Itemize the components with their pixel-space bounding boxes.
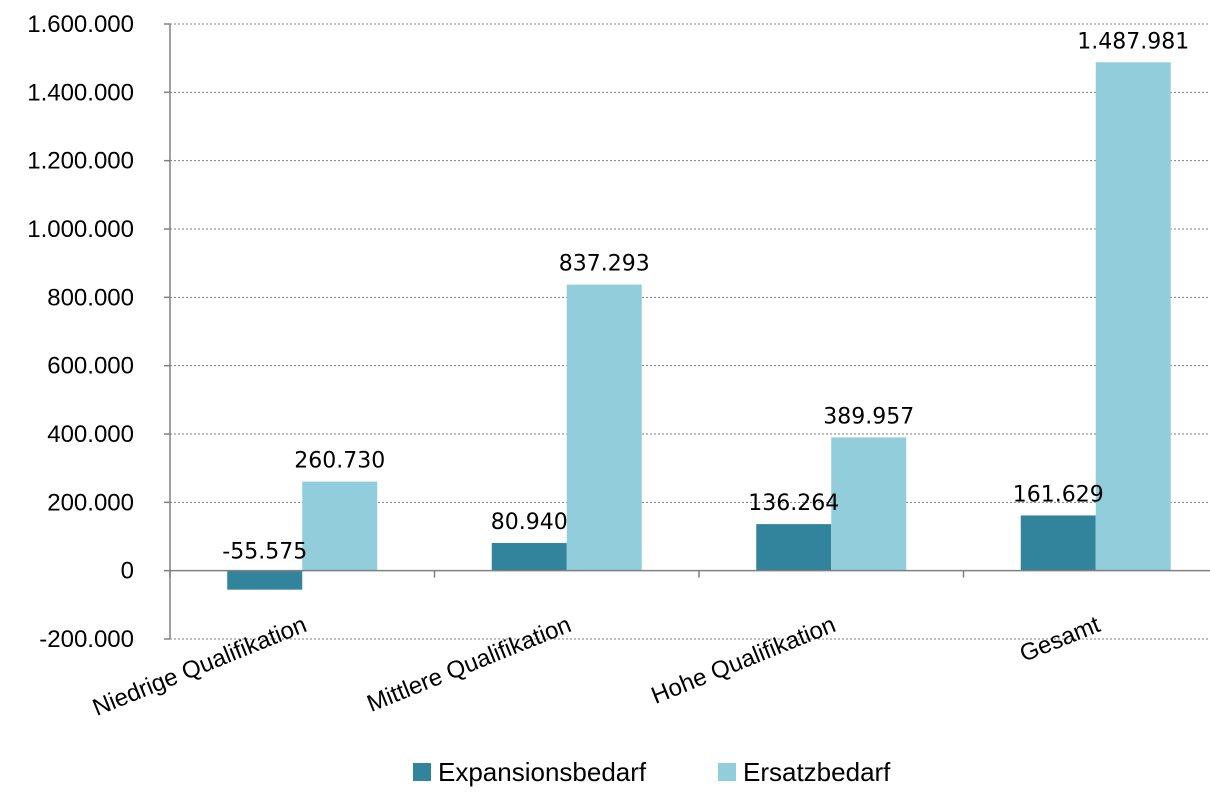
data-labels: -55.575 260.730 80.940 837.293 136.264 389.95… [222, 29, 1189, 564]
data-label: -55.575 [222, 540, 307, 565]
bar-ersatzbedarf [1095, 62, 1171, 571]
category-label: Hohe Qualifikation [648, 611, 840, 710]
data-label: 80.940 [491, 510, 568, 535]
data-label: 389.957 [823, 404, 914, 429]
bar-expansionsbedarf [227, 570, 303, 590]
data-label: 260.730 [294, 449, 385, 474]
y-tick-label: 1.600.000 [27, 11, 134, 38]
legend-label: Ersatzbedarf [743, 757, 891, 787]
data-label: 837.293 [559, 252, 650, 277]
y-tick-label: 1.400.000 [27, 79, 134, 106]
data-label: 1.487.981 [1077, 29, 1189, 54]
y-tick-label: 600.000 [47, 353, 134, 380]
bar-expansionsbedarf [756, 524, 832, 571]
axes [164, 23, 1210, 640]
bar-expansionsbedarf [1020, 515, 1096, 571]
y-tick-label: 200.000 [47, 489, 134, 516]
category-labels: Niedrige Qualifikation Mittlere Qualifika… [89, 611, 1104, 722]
bar-ersatzbedarf [302, 481, 378, 571]
y-tick-labels: -200.000 0 200.000 400.000 600.000 800.000 1.0… [27, 11, 134, 653]
data-label: 136.264 [748, 491, 839, 516]
legend-swatch [413, 763, 431, 781]
bars [227, 62, 1171, 590]
category-label: Mittlere Qualifikation [363, 611, 575, 717]
legend: Expansionsbedarf Ersatzbedarf [413, 757, 891, 787]
y-tick-label: 800.000 [47, 284, 134, 311]
category-label: Gesamt [1016, 611, 1104, 668]
bar-ersatzbedarf [831, 437, 907, 571]
data-label: 161.629 [1013, 482, 1104, 507]
y-tick-label: 0 [121, 558, 134, 585]
legend-swatch [718, 763, 736, 781]
bar-expansionsbedarf [491, 543, 567, 571]
legend-label: Expansionsbedarf [438, 757, 647, 787]
y-tick-label: 1.200.000 [27, 148, 134, 175]
y-tick-label: -200.000 [39, 626, 134, 653]
bar-ersatzbedarf [566, 284, 642, 571]
y-tick-label: 1.000.000 [27, 216, 134, 243]
y-tick-label: 400.000 [47, 421, 134, 448]
